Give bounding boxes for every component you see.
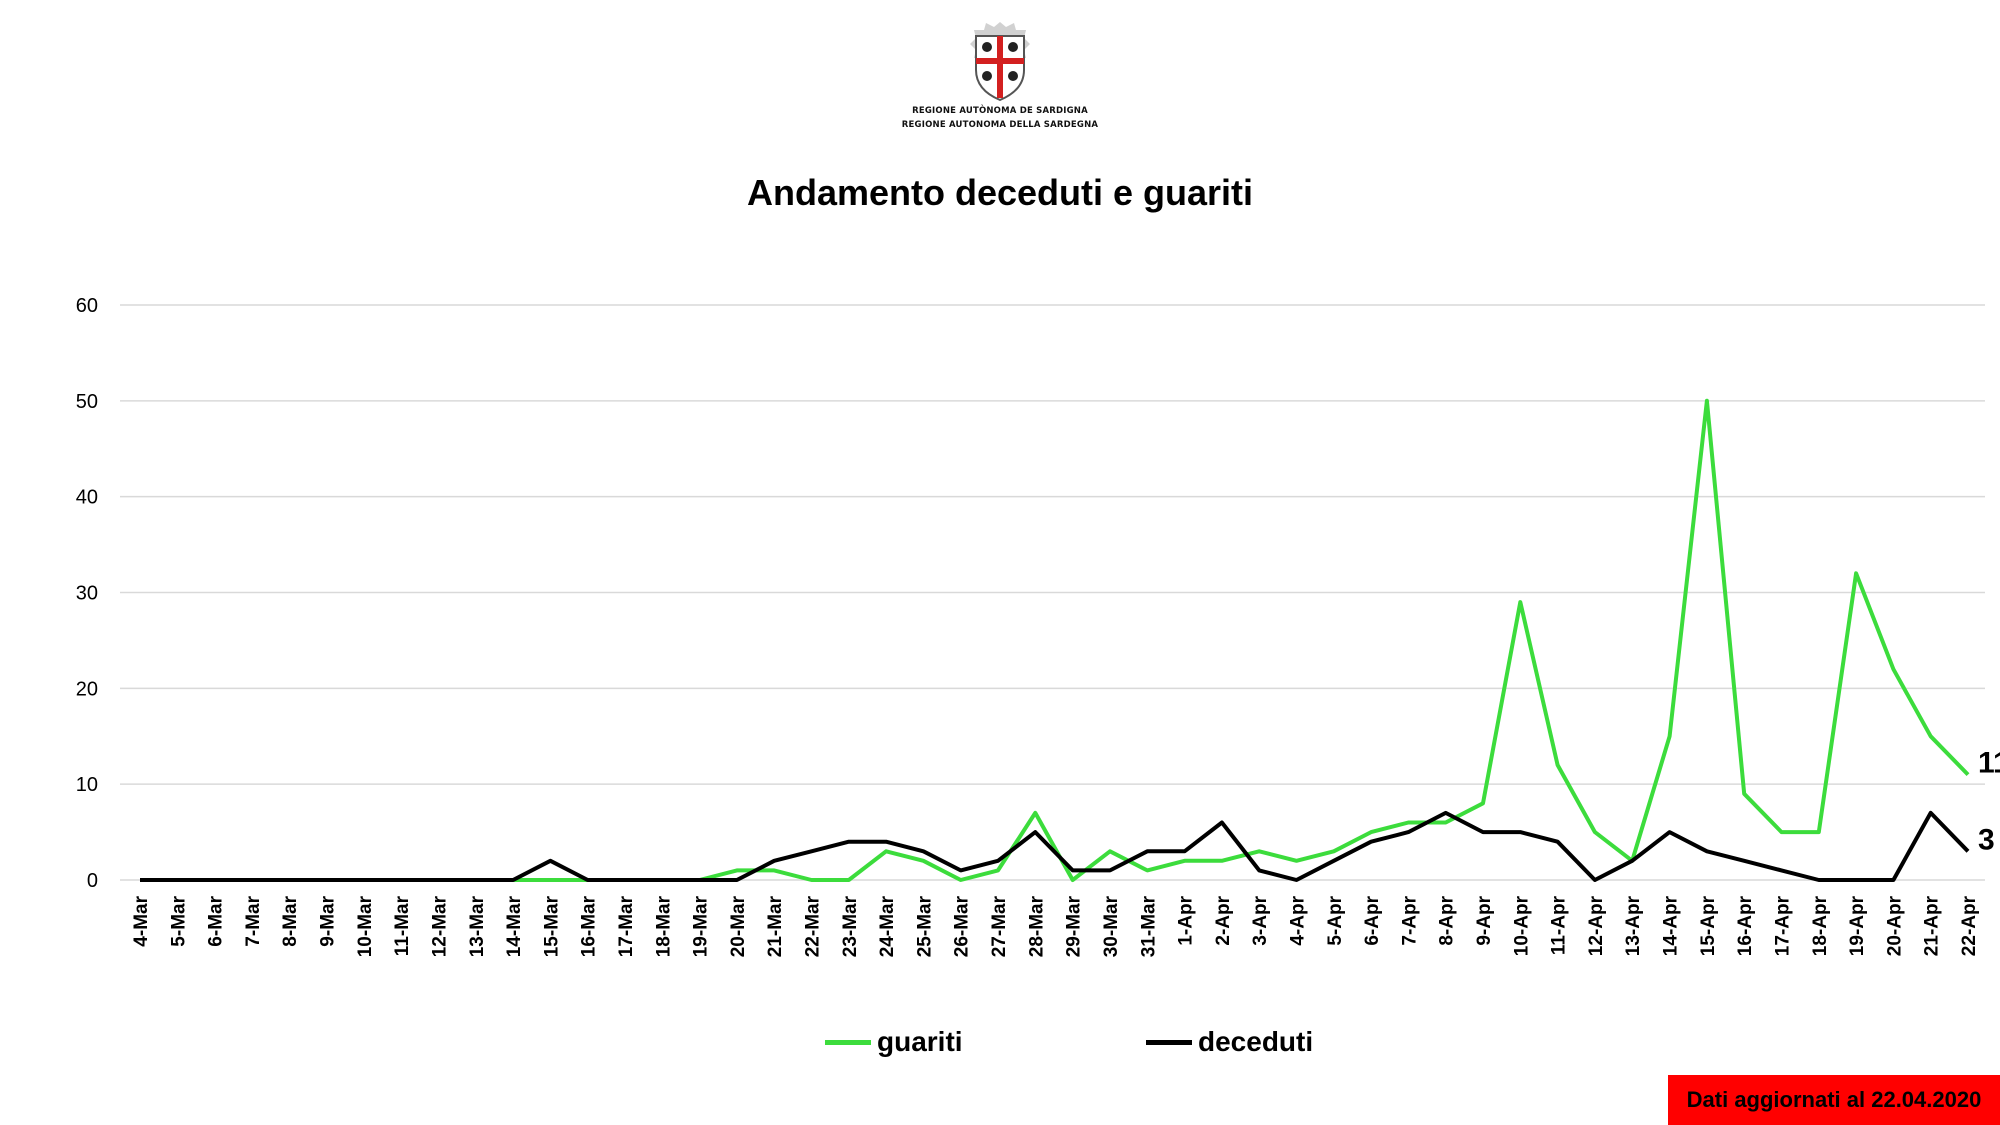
y-tick-label-40: 40 bbox=[76, 487, 98, 509]
x-tick-label-21-Apr: 21-Apr bbox=[1922, 895, 1943, 956]
y-tick-label-10: 10 bbox=[76, 774, 98, 796]
update-note-badge: Dati aggiornati al 22.04.2020 bbox=[1668, 1075, 2000, 1125]
series-line-guariti bbox=[140, 398, 1970, 882]
x-tick-label-21-Mar: 21-Mar bbox=[765, 895, 786, 957]
x-tick-label-18-Mar: 18-Mar bbox=[653, 895, 674, 957]
x-tick-label-5-Apr: 5-Apr bbox=[1325, 895, 1346, 945]
x-tick-label-4-Apr: 4-Apr bbox=[1287, 895, 1308, 945]
x-tick-label-30-Mar: 30-Mar bbox=[1101, 895, 1122, 957]
x-tick-label-10-Apr: 10-Apr bbox=[1511, 895, 1532, 956]
x-tick-label-11-Apr: 11-Apr bbox=[1549, 895, 1570, 955]
x-tick-label-14-Mar: 14-Mar bbox=[504, 895, 525, 957]
x-tick-label-12-Apr: 12-Apr bbox=[1586, 895, 1607, 956]
x-tick-label-20-Apr: 20-Apr bbox=[1884, 895, 1905, 956]
x-tick-label-17-Mar: 17-Mar bbox=[616, 895, 637, 957]
coat-of-arms-icon bbox=[970, 22, 1030, 102]
x-tick-label-17-Apr: 17-Apr bbox=[1772, 895, 1793, 956]
x-tick-label-15-Mar: 15-Mar bbox=[541, 895, 562, 957]
y-tick-label-60: 60 bbox=[76, 295, 98, 317]
x-tick-label-4-Mar: 4-Mar bbox=[131, 895, 152, 946]
legend-swatch-deceduti bbox=[1146, 1039, 1192, 1045]
x-tick-label-22-Apr: 22-Apr bbox=[1959, 895, 1980, 956]
line-chart: 0 10 20 30 40 50 60 4-Mar 5-Mar 6-Mar 7-Mar 8-Mar 9-… bbox=[76, 295, 2000, 957]
x-tick-label-11-Mar: 11-Mar bbox=[392, 895, 413, 956]
x-tick-label-16-Apr: 16-Apr bbox=[1735, 895, 1756, 956]
x-tick-label-31-Mar: 31-Mar bbox=[1138, 895, 1159, 957]
x-tick-label-18-Apr: 18-Apr bbox=[1810, 895, 1831, 956]
x-tick-label-15-Apr: 15-Apr bbox=[1698, 895, 1719, 956]
x-tick-label-6-Mar: 6-Mar bbox=[206, 895, 227, 946]
x-tick-label-10-Mar: 10-Mar bbox=[355, 895, 376, 957]
x-tick-label-20-Mar: 20-Mar bbox=[728, 895, 749, 957]
series-line-deceduti bbox=[140, 810, 1970, 882]
x-tick-label-13-Mar: 13-Mar bbox=[467, 895, 488, 957]
x-tick-label-7-Mar: 7-Mar bbox=[243, 895, 264, 946]
x-tick-label-8-Apr: 8-Apr bbox=[1437, 895, 1458, 945]
x-tick-label-25-Mar: 25-Mar bbox=[914, 895, 935, 957]
x-tick-label-27-Mar: 27-Mar bbox=[989, 895, 1010, 957]
x-tick-label-28-Mar: 28-Mar bbox=[1026, 895, 1047, 957]
x-tick-label-16-Mar: 16-Mar bbox=[579, 895, 600, 957]
logo-text-line-2: REGIONE AUTONOMA DELLA SARDEGNA bbox=[901, 120, 1099, 130]
x-tick-label-9-Mar: 9-Mar bbox=[318, 895, 339, 946]
x-tick-label-23-Mar: 23-Mar bbox=[840, 895, 861, 957]
x-tick-label-24-Mar: 24-Mar bbox=[877, 895, 898, 957]
region-logo: REGIONE AUTÒNOMA DE SARDIGNA REGIONE AUT… bbox=[860, 18, 1140, 148]
x-tick-label-3-Apr: 3-Apr bbox=[1250, 895, 1271, 945]
data-label-guariti-end: 11 bbox=[1978, 747, 2000, 780]
x-tick-label-19-Apr: 19-Apr bbox=[1847, 895, 1868, 956]
chart-title: Andamento deceduti e guariti bbox=[746, 172, 1254, 213]
x-tick-label-5-Mar: 5-Mar bbox=[168, 895, 189, 946]
legend-item-guariti: guariti bbox=[825, 1022, 963, 1062]
x-tick-label-22-Mar: 22-Mar bbox=[803, 895, 824, 957]
x-tick-label-12-Mar: 12-Mar bbox=[429, 895, 450, 957]
x-tick-label-8-Mar: 8-Mar bbox=[280, 895, 301, 946]
y-tick-label-30: 30 bbox=[76, 583, 98, 605]
logo-text-line-1: REGIONE AUTÒNOMA DE SARDIGNA bbox=[912, 106, 1088, 116]
x-tick-label-19-Mar: 19-Mar bbox=[691, 895, 712, 957]
x-tick-label-2-Apr: 2-Apr bbox=[1213, 895, 1234, 945]
y-tick-label-20: 20 bbox=[76, 678, 98, 700]
x-tick-label-26-Mar: 26-Mar bbox=[952, 895, 973, 957]
data-label-deceduti-end: 3 bbox=[1978, 823, 1995, 856]
x-tick-label-6-Apr: 6-Apr bbox=[1362, 895, 1383, 945]
x-tick-label-13-Apr: 13-Apr bbox=[1623, 895, 1644, 956]
legend-label-guariti: guariti bbox=[877, 1026, 963, 1057]
x-tick-label-1-Apr: 1-Apr bbox=[1176, 895, 1197, 945]
legend-label-deceduti: deceduti bbox=[1198, 1026, 1314, 1057]
y-tick-label-0: 0 bbox=[87, 870, 98, 892]
x-tick-label-9-Apr: 9-Apr bbox=[1474, 895, 1495, 945]
legend-item-deceduti: deceduti bbox=[1146, 1022, 1313, 1062]
x-tick-label-14-Apr: 14-Apr bbox=[1661, 895, 1682, 956]
x-tick-label-29-Mar: 29-Mar bbox=[1064, 895, 1085, 957]
legend-swatch-guariti bbox=[825, 1039, 871, 1045]
x-tick-label-7-Apr: 7-Apr bbox=[1399, 895, 1420, 945]
y-tick-label-50: 50 bbox=[76, 391, 98, 413]
